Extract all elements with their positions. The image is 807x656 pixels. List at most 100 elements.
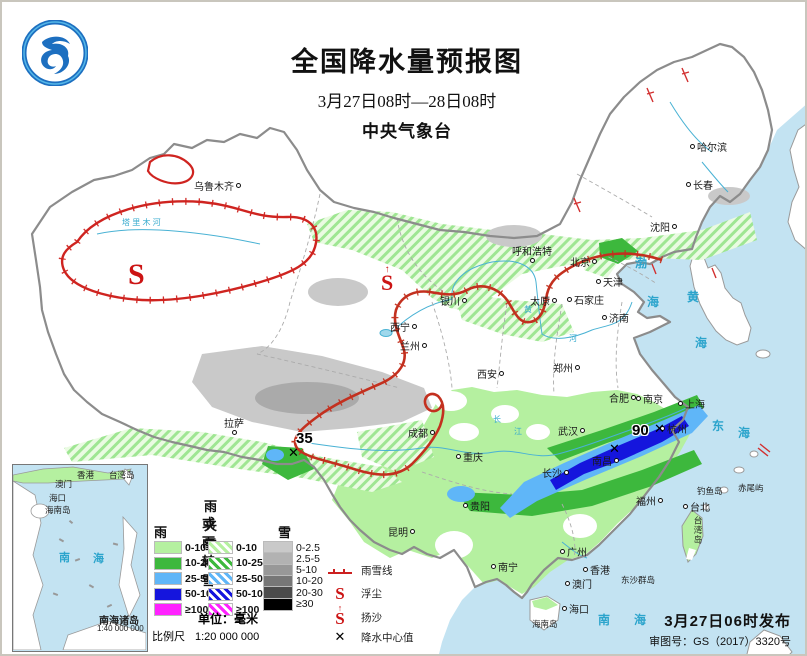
city-label: 香港	[583, 562, 610, 577]
city-label: 上海	[678, 396, 705, 411]
city-dot	[672, 224, 677, 229]
city-name: 重庆	[463, 453, 483, 464]
snow-areas	[192, 187, 750, 432]
inset-label-macau: 澳门	[55, 479, 73, 489]
city-label: 西安	[477, 366, 504, 381]
city-name: 西宁	[390, 323, 410, 334]
city-label: 济南	[602, 310, 629, 325]
map-review-number: 审图号：GS（2017）3320号	[649, 636, 791, 648]
scale-value: 1:20 000 000	[195, 631, 260, 643]
legend-swatch	[208, 572, 233, 585]
island-label: 钓鱼岛	[697, 486, 723, 496]
city-label: 南宁	[491, 559, 518, 574]
city-dot	[636, 396, 641, 401]
city-label: 乌鲁木齐	[194, 178, 241, 193]
city-label: 海口	[562, 601, 589, 616]
symbol-label: 浮尘	[361, 588, 382, 600]
inset-map-art	[13, 466, 146, 650]
legend-row: 25-50	[154, 572, 212, 585]
city-dot	[560, 549, 565, 554]
rain-spot-tibet	[266, 449, 284, 461]
river-label: 黄	[524, 305, 532, 314]
symbol-legend-row: ✕ 降水中心值	[327, 629, 414, 645]
city-label: 杭州	[660, 421, 687, 436]
s-symbol-icon: ↑ S	[327, 604, 353, 628]
symbol-icon-line	[327, 565, 353, 577]
city-dot	[456, 454, 461, 459]
city-label: 北京	[570, 254, 597, 269]
city-dot	[592, 259, 597, 264]
inset-label-sea-1: 南	[59, 552, 72, 564]
symbol-label: 雨雪线	[361, 565, 393, 577]
title-block: 全国降水量预报图 3月27日08时—28日08时 中央气象台	[242, 40, 572, 142]
symbol-icon-s: S	[327, 585, 353, 602]
city-dot	[564, 470, 569, 475]
legend-rain-header: 雨	[154, 525, 168, 540]
city-dot	[683, 504, 688, 509]
china-border	[30, 42, 774, 600]
city-dot	[491, 564, 496, 569]
legend-value: ≥100	[236, 603, 260, 616]
legend-value: 2.5-5	[296, 552, 320, 565]
city-dot	[660, 426, 665, 431]
city-label: 长沙	[542, 465, 569, 480]
legend-swatch	[208, 603, 233, 616]
city-dot	[562, 606, 567, 611]
city-name: 广州	[567, 548, 587, 559]
page-title: 全国降水量预报图	[291, 47, 523, 77]
sea-label: 海	[695, 336, 709, 350]
sleet-band-tibet	[64, 428, 402, 492]
x-mark-icon: ✕	[334, 629, 346, 644]
city-label: 沈阳	[650, 219, 677, 234]
city-name: 成都	[408, 429, 428, 440]
city-dot	[678, 401, 683, 406]
inset-label-hainan: 海南岛	[45, 505, 71, 515]
city-dot	[231, 430, 237, 435]
issue-info: 3月27日06时发布 审图号：GS（2017）3320号	[649, 610, 791, 649]
legend-unit: 单位：毫米	[198, 612, 259, 626]
symbol-legend-row: 雨雪线	[327, 563, 393, 578]
city-label: 重庆	[456, 449, 483, 464]
sea-label: 海	[647, 295, 661, 309]
precip-center-mark: ✕	[609, 441, 620, 456]
city-label: 合肥	[609, 390, 636, 405]
city-name: 太原	[530, 297, 550, 308]
precip-center-value: 90	[632, 422, 649, 439]
legend-swatch	[154, 572, 182, 585]
forecast-period: 3月27日08时—28日08时	[317, 92, 497, 111]
city-label: 哈尔滨	[690, 139, 727, 154]
city-dot	[552, 298, 557, 303]
legend-row: ≥100	[154, 603, 208, 616]
city-name: 合肥	[609, 394, 629, 405]
legend-value: ≥30	[296, 598, 314, 610]
city-name: 郑州	[553, 364, 573, 375]
legend-swatch	[154, 587, 182, 601]
city-name: 上海	[685, 400, 705, 411]
city-name: 济南	[609, 314, 629, 325]
inset-label-hongkong: 香港	[77, 470, 95, 480]
legend-value: 0-2.5	[296, 541, 320, 554]
city-label: 呼和浩特	[512, 243, 552, 263]
legend-value: 50-100	[236, 588, 269, 600]
city-name: 长沙	[542, 469, 562, 480]
city-label: 太原	[530, 293, 557, 308]
province-borders	[256, 173, 658, 559]
inset-scale: 1:40 000 000	[97, 624, 144, 633]
city-label: 长春	[686, 177, 713, 192]
city-dot	[690, 144, 695, 149]
river-label: 塔 里 木 河	[122, 218, 161, 227]
symbol-legend-row: ↑ S 扬沙	[327, 604, 382, 628]
map-scale: 比例尺 1:20 000 000	[152, 628, 259, 644]
city-label: 拉萨	[224, 415, 244, 435]
city-dot	[499, 371, 504, 376]
s-symbol-icon: S	[335, 584, 345, 603]
agency-name: 中央气象台	[362, 122, 452, 141]
legend-swatch	[154, 603, 182, 616]
rivers	[96, 101, 729, 559]
city-dot	[686, 182, 691, 187]
rain-spot-guiyang	[447, 486, 475, 502]
city-name: 贵阳	[470, 502, 490, 513]
city-name: 拉萨	[224, 419, 244, 430]
